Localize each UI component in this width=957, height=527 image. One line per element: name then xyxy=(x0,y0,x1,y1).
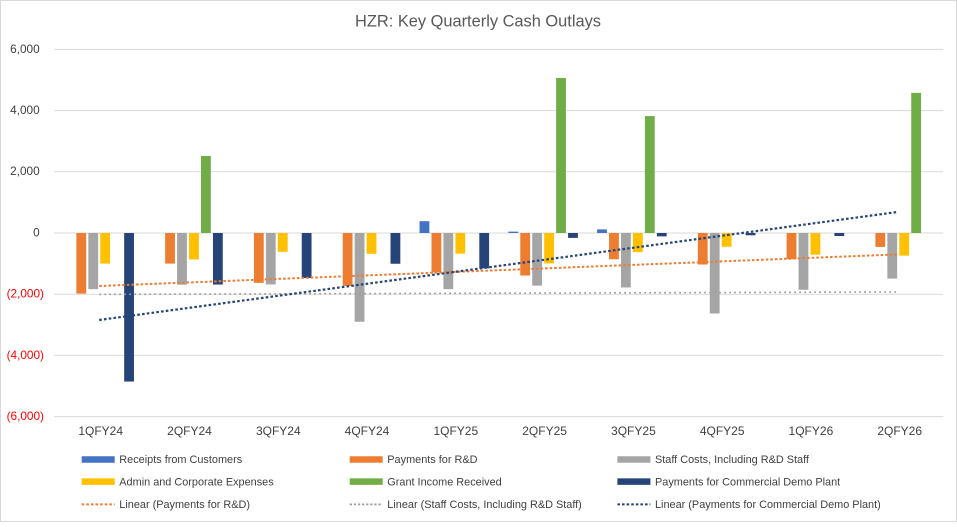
svg-text:(4,000): (4,000) xyxy=(7,348,44,362)
svg-text:4,000: 4,000 xyxy=(10,103,40,117)
svg-text:1QFY24: 1QFY24 xyxy=(78,424,123,438)
svg-text:Payments for Commercial Demo P: Payments for Commercial Demo Plant xyxy=(655,476,840,488)
svg-text:Grant Income Received: Grant Income Received xyxy=(387,476,501,488)
svg-text:HZR: Key Quarterly Cash Outlay: HZR: Key Quarterly Cash Outlays xyxy=(355,13,601,31)
svg-text:Linear (Payments for R&D): Linear (Payments for R&D) xyxy=(119,499,250,511)
svg-text:2QFY25: 2QFY25 xyxy=(522,424,567,438)
svg-text:Receipts from Customers: Receipts from Customers xyxy=(119,454,242,466)
svg-text:Linear (Payments for Commercia: Linear (Payments for Commercial Demo Pla… xyxy=(655,499,881,511)
svg-text:3QFY24: 3QFY24 xyxy=(256,424,301,438)
svg-text:3QFY25: 3QFY25 xyxy=(611,424,656,438)
svg-text:Linear (Staff Costs, Including: Linear (Staff Costs, Including R&D Staff… xyxy=(387,499,582,511)
svg-text:Admin and Corporate Expenses: Admin and Corporate Expenses xyxy=(119,476,274,488)
svg-text:(6,000): (6,000) xyxy=(7,409,44,423)
svg-text:4QFY24: 4QFY24 xyxy=(345,424,390,438)
svg-text:6,000: 6,000 xyxy=(10,42,40,56)
svg-text:2QFY26: 2QFY26 xyxy=(877,424,922,438)
svg-text:2,000: 2,000 xyxy=(10,164,40,178)
svg-text:1QFY26: 1QFY26 xyxy=(789,424,834,438)
svg-text:0: 0 xyxy=(33,225,40,239)
svg-text:(2,000): (2,000) xyxy=(7,287,44,301)
svg-text:Payments for R&D: Payments for R&D xyxy=(387,454,477,466)
svg-text:4QFY25: 4QFY25 xyxy=(700,424,745,438)
svg-text:2QFY24: 2QFY24 xyxy=(167,424,212,438)
svg-text:Staff Costs, Including R&D Sta: Staff Costs, Including R&D Staff xyxy=(655,454,810,466)
svg-text:1QFY25: 1QFY25 xyxy=(433,424,478,438)
